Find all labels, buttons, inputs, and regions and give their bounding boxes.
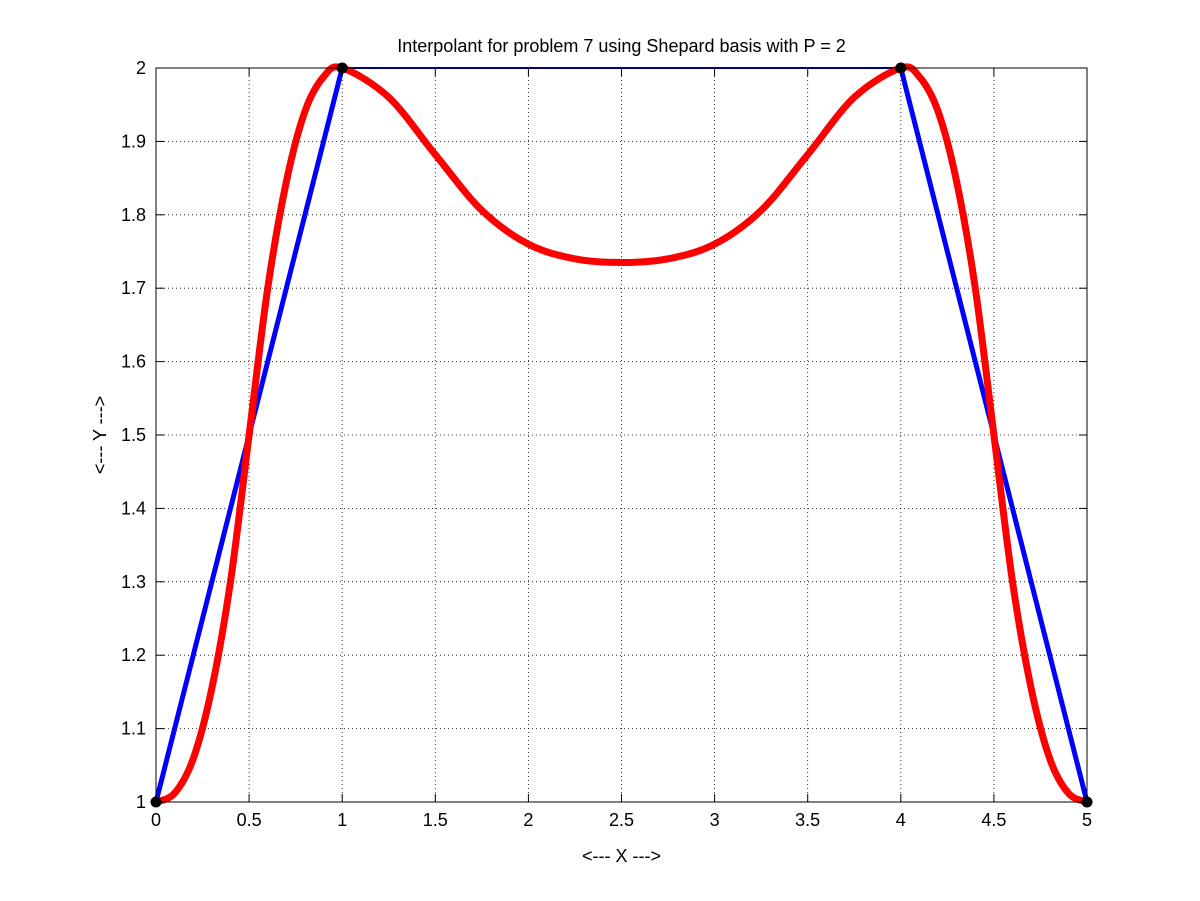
y-tick-label: 1.6 xyxy=(121,352,146,372)
x-tick-label: 3.5 xyxy=(795,810,820,830)
data-markers xyxy=(150,62,1093,808)
x-tick-label: 0.5 xyxy=(237,810,262,830)
data-point-marker xyxy=(150,796,162,808)
data-point-marker xyxy=(895,62,907,74)
y-tick-label: 1.1 xyxy=(121,719,146,739)
x-tick-label: 3 xyxy=(710,810,720,830)
ticks: 0 0.5 1 1.5 2 2.5 3 3.5 4 4.5 5 1 1.1 1.2 1.3 1.4 1.5 1.6… xyxy=(121,58,1092,830)
y-tick-label: 2 xyxy=(136,58,146,78)
data-point-marker xyxy=(1081,796,1093,808)
x-tick-label: 1.5 xyxy=(423,810,448,830)
x-tick-label: 4 xyxy=(896,810,906,830)
y-tick-label: 1.4 xyxy=(121,498,146,518)
x-tick-label: 1 xyxy=(337,810,347,830)
y-tick-label: 1.2 xyxy=(121,645,146,665)
y-tick-label: 1.3 xyxy=(121,572,146,592)
chart-title: Interpolant for problem 7 using Shepard … xyxy=(397,36,845,56)
y-tick-label: 1 xyxy=(136,792,146,812)
x-tick-label: 0 xyxy=(151,810,161,830)
plot-area xyxy=(156,68,1087,802)
y-tick-label: 1.9 xyxy=(121,131,146,151)
x-tick-label: 4.5 xyxy=(981,810,1006,830)
y-tick-label: 1.8 xyxy=(121,205,146,225)
x-tick-label: 2.5 xyxy=(609,810,634,830)
data-point-marker xyxy=(336,62,348,74)
x-tick-label: 2 xyxy=(523,810,533,830)
y-axis-label: <--- Y ---> xyxy=(90,396,110,474)
y-tick-label: 1.7 xyxy=(121,278,146,298)
x-axis-label: <--- X ---> xyxy=(582,846,661,866)
y-tick-label: 1.5 xyxy=(121,425,146,445)
x-tick-label: 5 xyxy=(1082,810,1092,830)
series-shepard-curve xyxy=(152,63,1091,806)
